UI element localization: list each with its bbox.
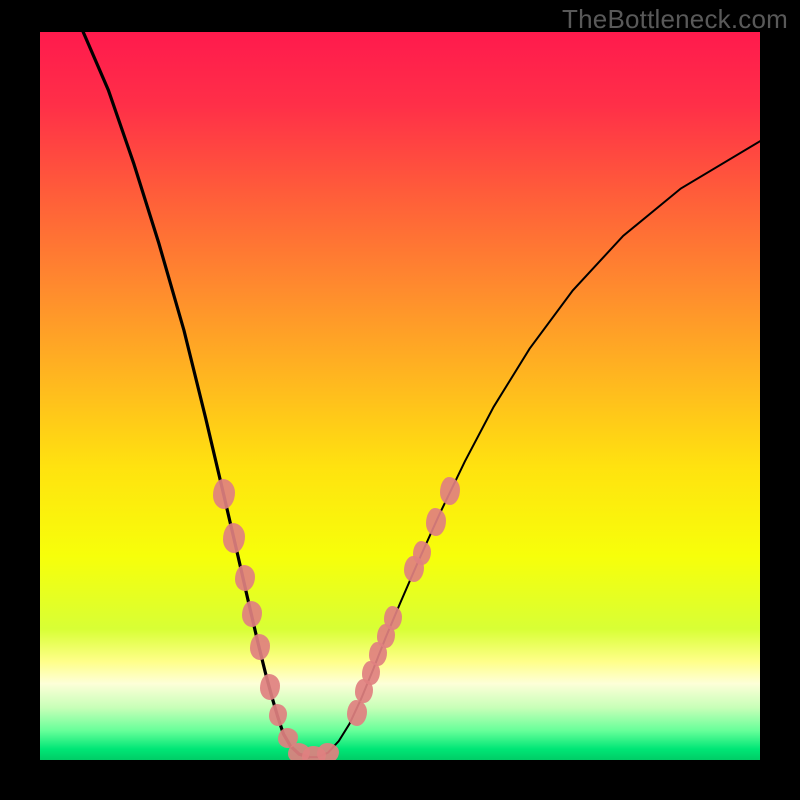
bottleneck-curve [40, 32, 760, 760]
watermark-text: TheBottleneck.com [562, 4, 788, 35]
plot-area [40, 32, 760, 760]
data-marker [317, 743, 339, 760]
